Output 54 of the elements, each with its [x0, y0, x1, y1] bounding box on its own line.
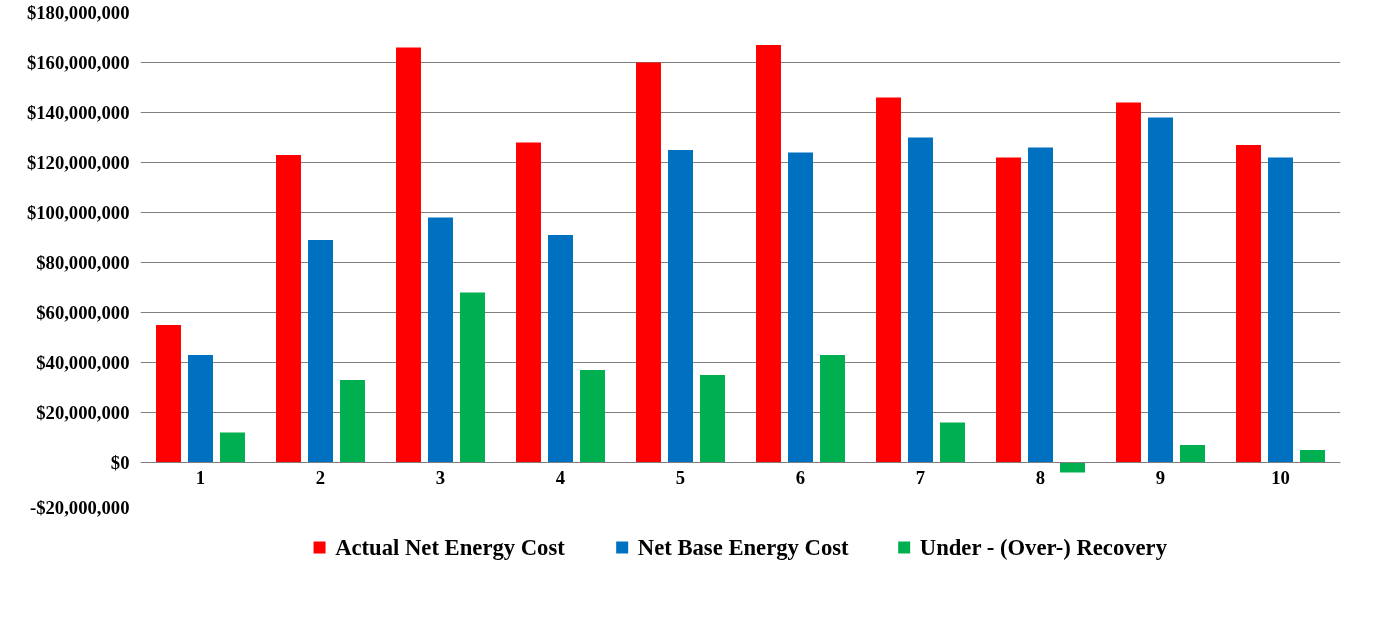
bar	[156, 325, 181, 463]
bar	[220, 432, 245, 463]
bar	[700, 375, 725, 463]
x-tick-label: 4	[555, 466, 566, 488]
legend-label: Under - (Over-) Recovery	[919, 535, 1168, 560]
bar	[668, 150, 693, 463]
bar	[1236, 145, 1261, 463]
x-tick-label: 5	[675, 466, 686, 488]
x-tick-label: 6	[795, 466, 806, 488]
y-tick-label: $160,000,000	[26, 52, 130, 73]
bar	[1028, 147, 1053, 463]
bar	[580, 370, 605, 463]
bar	[340, 380, 365, 463]
bar	[636, 62, 661, 463]
x-tick-label: 7	[915, 466, 926, 488]
bar	[1060, 462, 1085, 473]
bar	[548, 235, 573, 463]
y-tick-label: $20,000,000	[36, 402, 130, 423]
y-tick-label: $0	[110, 452, 130, 473]
bar	[820, 355, 845, 463]
bar	[876, 97, 901, 463]
bar	[756, 45, 781, 463]
bar	[996, 157, 1021, 463]
y-tick-label: $120,000,000	[26, 152, 130, 173]
x-tick-label: 2	[315, 466, 326, 488]
bar	[788, 152, 813, 463]
bar	[1148, 117, 1173, 463]
bar	[460, 292, 485, 463]
y-tick-label: $140,000,000	[26, 102, 130, 123]
y-tick-label: $80,000,000	[36, 252, 130, 273]
bar	[908, 137, 933, 463]
legend-label: Actual Net Energy Cost	[335, 535, 566, 560]
x-tick-label: 8	[1035, 466, 1046, 488]
bar	[308, 240, 333, 463]
bar	[396, 47, 421, 463]
bar	[188, 355, 213, 463]
bar	[940, 422, 965, 463]
x-tick-label: 10	[1271, 466, 1290, 488]
y-tick-label: $60,000,000	[36, 302, 130, 323]
bar	[276, 155, 301, 463]
legend-label: Net Base Energy Cost	[637, 535, 850, 560]
x-tick-label: 1	[195, 466, 206, 488]
y-tick-label: $180,000,000	[26, 2, 130, 23]
bar	[428, 217, 453, 463]
y-tick-label: -$20,000,000	[30, 496, 130, 518]
bar	[1300, 450, 1325, 463]
y-tick-label: $40,000,000	[36, 352, 130, 373]
bar	[516, 142, 541, 463]
x-tick-label: 9	[1155, 466, 1166, 488]
bar	[1116, 102, 1141, 463]
x-tick-label: 3	[435, 466, 446, 488]
bar	[1268, 157, 1293, 463]
y-tick-label: $100,000,000	[26, 202, 130, 223]
bar	[1180, 445, 1205, 463]
